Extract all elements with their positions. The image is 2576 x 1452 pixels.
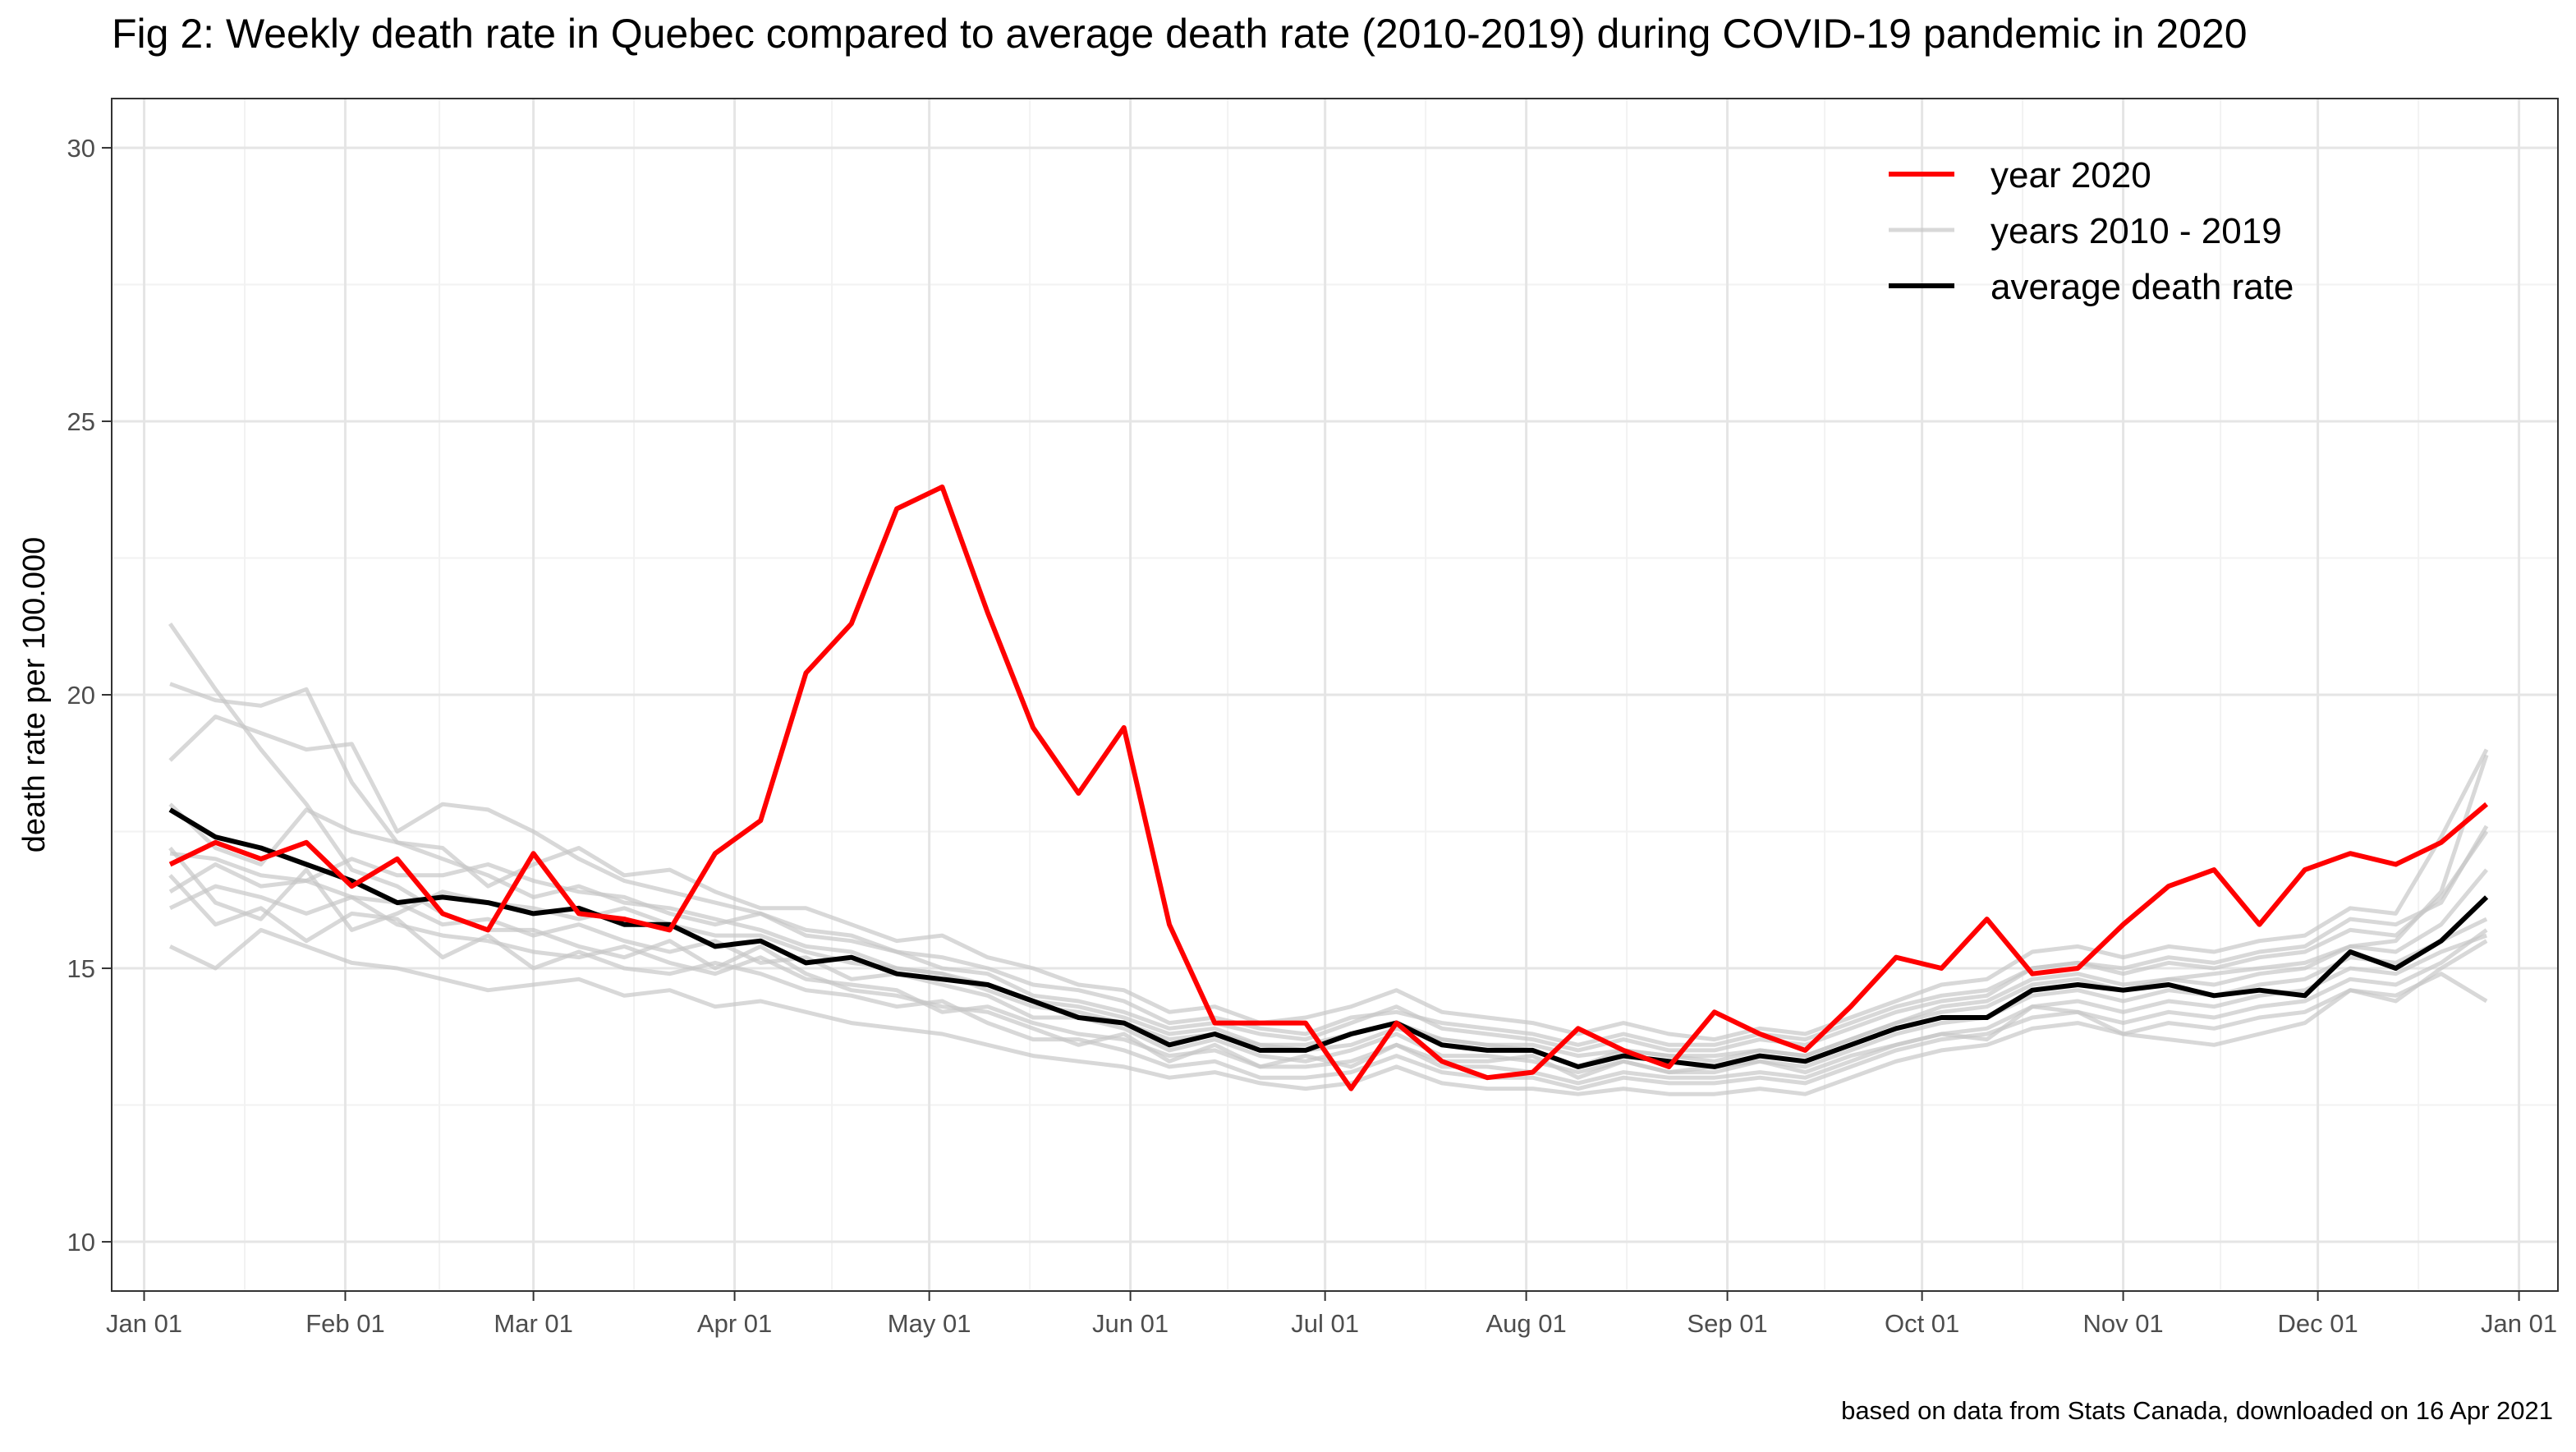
- y-tick-label: 20: [67, 681, 95, 710]
- series-line-year-2010-2019: [168, 622, 2488, 1080]
- series-lines: [168, 484, 2489, 1096]
- series-line-average-death-rate: [168, 807, 2489, 1069]
- x-tick-label: Feb 01: [305, 1309, 385, 1338]
- series-line-year-2010-2019: [169, 682, 2489, 1069]
- x-tick-label: Apr 01: [697, 1309, 772, 1338]
- y-tick-label: 30: [67, 134, 95, 163]
- y-tick-label: 25: [67, 407, 95, 436]
- x-tick-label: Aug 01: [1485, 1309, 1566, 1338]
- x-tick-label: May 01: [888, 1309, 971, 1338]
- x-tick-label: Sep 01: [1687, 1309, 1767, 1338]
- x-tick-label: Dec 01: [2278, 1309, 2358, 1338]
- x-tick-label: Jan 01: [106, 1309, 182, 1338]
- x-tick-label: Oct 01: [1885, 1309, 1959, 1338]
- legend-label: year 2020: [1991, 155, 2151, 195]
- series-line-year-2010-2019: [168, 846, 2489, 1059]
- axis-ticks: Jan 01 Feb 01 Mar 01 Apr 01 May 01 Jun 01 Jul …: [67, 134, 2558, 1338]
- series-line-year-2010-2019: [168, 715, 2489, 1053]
- caption: based on data from Stats Canada, downloa…: [1841, 1396, 2553, 1425]
- x-tick-label: Mar 01: [494, 1309, 572, 1338]
- x-tick-label: Jan 01: [2481, 1309, 2557, 1338]
- chart-title: Fig 2: Weekly death rate in Quebec compa…: [112, 11, 2248, 57]
- series-line-year-2010-2019: [169, 927, 2488, 1096]
- series-line-year-2010-2019: [168, 874, 2488, 1091]
- series-line-year-2010-2019: [169, 884, 2487, 1086]
- series-line-year-2010-2019: [168, 748, 2489, 1042]
- grid-lines: [112, 99, 2558, 1291]
- legend: year 2020 years 2010 - 2019 average death …: [1889, 155, 2294, 307]
- x-tick-label: Jun 01: [1092, 1309, 1169, 1338]
- y-tick-label: 15: [67, 954, 95, 983]
- legend-label: average death rate: [1991, 267, 2294, 307]
- x-tick-label: Nov 01: [2082, 1309, 2163, 1338]
- y-axis-label: death rate per 100.000: [17, 537, 52, 853]
- y-tick-label: 10: [67, 1228, 95, 1257]
- legend-label: years 2010 - 2019: [1991, 211, 2282, 251]
- series-line-year-2020: [168, 484, 2489, 1091]
- x-tick-label: Jul 01: [1291, 1309, 1359, 1338]
